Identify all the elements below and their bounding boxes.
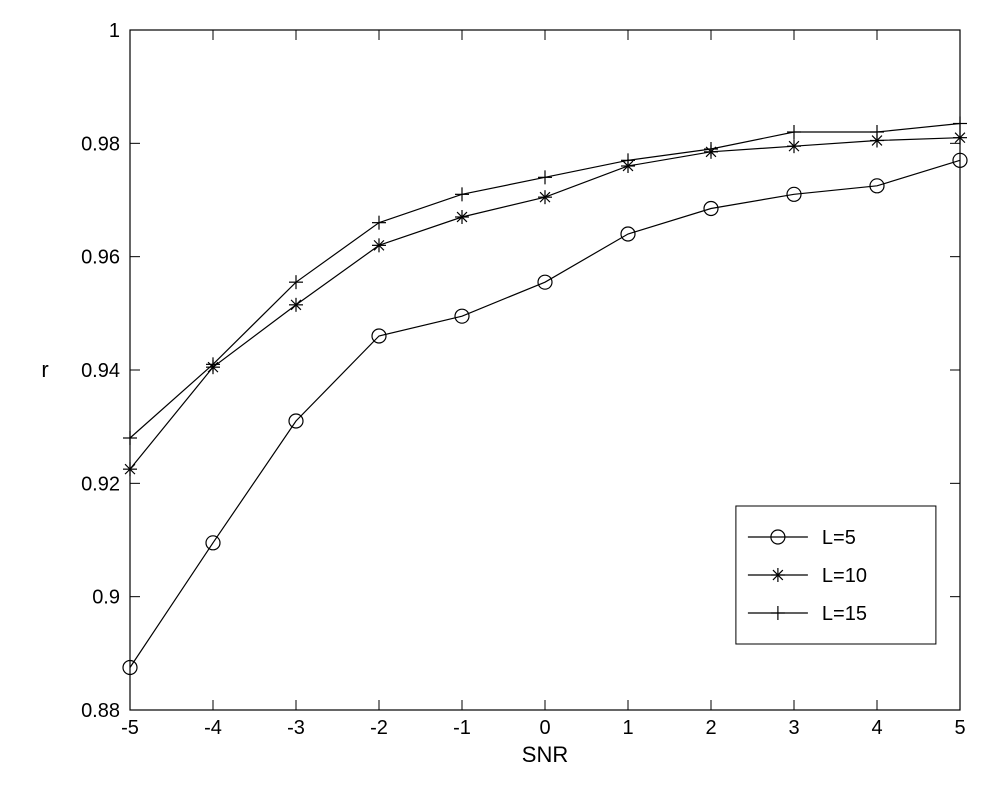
legend: L=5 L=10 L=15 (736, 506, 936, 644)
y-tick-label: 0.94 (81, 360, 120, 382)
y-tick-label: 0.96 (81, 247, 120, 269)
x-tick-label: -1 (453, 717, 471, 739)
legend-label: L=15 (822, 603, 867, 625)
x-tick-label: 1 (622, 717, 633, 739)
y-tick-label: 1 (109, 20, 120, 42)
x-tick-label: 4 (871, 717, 882, 739)
chart-container: -5 -4 -3 -2 -1 0 1 2 3 4 5 0.88 0.9 0.92 0.94 0.96 0.98 1… (0, 0, 1000, 785)
series-L-15 (123, 117, 967, 446)
line-chart: -5 -4 -3 -2 -1 0 1 2 3 4 5 0.88 0.9 0.92 0.94 0.96 0.98 1… (0, 0, 1000, 785)
x-tick-label: -5 (121, 717, 139, 739)
y-tick-label: 0.98 (81, 133, 120, 155)
x-tick-label: -3 (287, 717, 305, 739)
x-tick-label: -2 (370, 717, 388, 739)
y-axis-label: r (41, 357, 48, 382)
y-tick-label: 0.88 (81, 700, 120, 722)
y-tick-label: 0.9 (92, 587, 120, 609)
x-tick-label: 3 (788, 717, 799, 739)
y-tick-label: 0.92 (81, 473, 120, 495)
x-axis-label: SNR (522, 742, 568, 767)
x-tick-label: 5 (954, 717, 965, 739)
x-tick-label: 0 (539, 717, 550, 739)
legend-label: L=5 (822, 527, 856, 549)
x-tick-label: -4 (204, 717, 222, 739)
x-tick-label: 2 (705, 717, 716, 739)
legend-label: L=10 (822, 565, 867, 587)
series-L-5 (123, 153, 967, 674)
